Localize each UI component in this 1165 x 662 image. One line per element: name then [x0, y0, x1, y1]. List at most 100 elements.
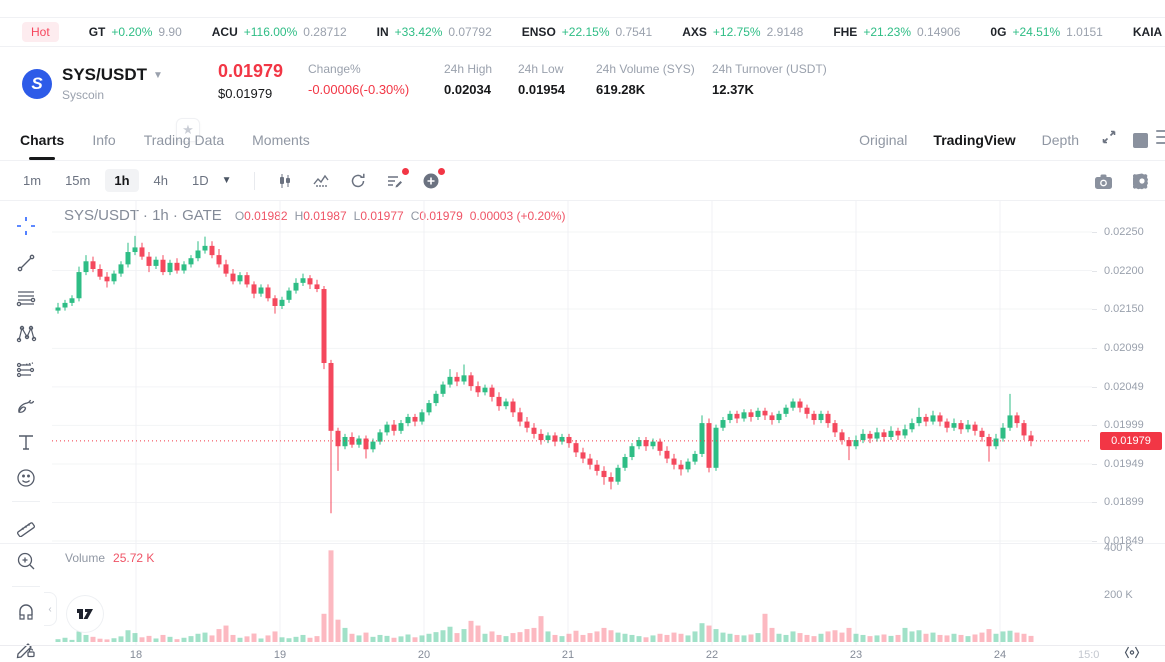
volume-axis-label: 200 K: [1104, 589, 1133, 601]
tabs-row: Charts Info Trading Data Moments Original Tr…: [0, 120, 1165, 161]
time-axis-partial-label: 15:0: [1078, 649, 1100, 661]
magnet-tool[interactable]: [14, 601, 38, 625]
chart-toolbar: 1m 15m 1h 4h 1D ▼: [0, 161, 1165, 201]
tab-info[interactable]: Info: [92, 132, 116, 148]
stat-change-: Change% -0.00006(-0.30%): [308, 62, 410, 97]
ticker-item[interactable]: ACU +116.00% 0.28712: [211, 25, 347, 39]
axis-tick: [1092, 386, 1097, 388]
coin-name: Syscoin: [62, 88, 105, 102]
price-axis-label: 0.02200: [1104, 264, 1144, 277]
xabcd-pattern-tool[interactable]: [14, 322, 38, 346]
stat-24h-turnover-usdt-: 24h Turnover (USDT) 12.37K: [712, 62, 827, 97]
chart-legend: SYS/USDT · 1h · GATE O0.01982 H0.01987 L…: [64, 207, 566, 224]
rail-divider: [12, 501, 40, 502]
legend-high: H0.01987: [294, 209, 347, 223]
text-tool[interactable]: [14, 430, 38, 454]
ruler-tool[interactable]: [14, 514, 38, 538]
axis-tick: [1092, 309, 1097, 311]
price-axis-label: 0.01999: [1104, 419, 1144, 432]
trend-line-tool[interactable]: [14, 251, 38, 275]
chart-mode-depth[interactable]: Depth: [1041, 132, 1079, 148]
volume-value: 25.72 K: [113, 551, 155, 565]
menu-icon[interactable]: [1156, 126, 1165, 148]
pair-label: SYS/USDT: [62, 65, 148, 84]
axis-tick: [1092, 425, 1097, 427]
drawing-tool-rail: ‹: [0, 201, 57, 662]
timeframe-1d[interactable]: 1D: [192, 173, 209, 188]
collapse-rail-handle[interactable]: ‹: [44, 592, 57, 626]
ticker-item[interactable]: 0G +24.51% 1.0151: [990, 25, 1103, 39]
add-indicator-icon[interactable]: [422, 167, 445, 190]
tab-charts[interactable]: Charts: [20, 120, 64, 160]
gear-icon[interactable]: [1133, 172, 1151, 190]
chart-mode-original[interactable]: Original: [859, 132, 908, 148]
legend-low: L0.01977: [353, 209, 404, 223]
fib-retracement-tool[interactable]: [14, 286, 38, 310]
last-price-badge: 0.01979: [1100, 431, 1162, 450]
camera-icon[interactable]: [1094, 173, 1113, 190]
price-axis-label: 0.02099: [1104, 342, 1144, 355]
timeframe-1m[interactable]: 1m: [23, 173, 42, 188]
axis-tick: [1092, 502, 1097, 504]
candlestick-chart[interactable]: [52, 200, 1092, 545]
last-price: 0.01979: [218, 61, 284, 81]
time-axis[interactable]: 18 19 20 21 22 23 24 15:0: [0, 645, 1165, 662]
emoji-tool[interactable]: [14, 466, 38, 490]
layout-square-icon[interactable]: [1133, 133, 1148, 148]
time-axis-label: 18: [129, 649, 143, 661]
ticker-item[interactable]: FHE +21.23% 0.14906: [833, 25, 961, 39]
chevron-down-icon: ▼: [153, 69, 163, 81]
price-axis-label: 0.02049: [1104, 380, 1144, 393]
fullscreen-icon[interactable]: [1101, 129, 1117, 145]
notification-dot: [437, 167, 445, 175]
zoom-in-tool[interactable]: [14, 549, 38, 573]
indicators-icon[interactable]: [312, 172, 331, 190]
time-axis-label: 21: [561, 649, 575, 661]
timeframe-1h[interactable]: 1h: [105, 169, 139, 192]
price-axis-label: 0.01899: [1104, 496, 1144, 509]
favorite-button[interactable]: ★: [176, 118, 200, 142]
volume-legend: Volume 25.72 K: [65, 551, 154, 565]
axis-tick: [1092, 232, 1097, 233]
price-axis[interactable]: 0.02250 0.02200 0.02150 0.02099 0.02049 0.019…: [1092, 200, 1165, 645]
hot-ticker-bar: Hot GT +0.20% 9.90 ACU +116.00% 0.28712 IN +33.…: [0, 17, 1165, 47]
timeframe-4h[interactable]: 4h: [153, 173, 168, 188]
tradingview-logo[interactable]: [67, 596, 103, 632]
chart-mode-tradingview[interactable]: TradingView: [933, 132, 1016, 148]
axis-tick: [1092, 270, 1097, 272]
price-axis-label: 0.01949: [1104, 457, 1144, 470]
drawings-list-icon[interactable]: [385, 167, 409, 190]
brush-tool[interactable]: [14, 394, 38, 418]
rail-divider: [12, 586, 40, 587]
ticker-item[interactable]: AXS +12.75% 2.9148: [682, 25, 804, 39]
refresh-icon[interactable]: [349, 172, 367, 190]
axis-tick: [1092, 348, 1097, 350]
ticker-item[interactable]: IN +33.42% 0.07792: [376, 25, 492, 39]
projection-tool[interactable]: [14, 358, 38, 382]
usd-price: $0.01979: [218, 86, 273, 101]
axis-tick: [1092, 541, 1097, 542]
timeframe-dropdown-icon[interactable]: ▼: [221, 175, 232, 186]
stat-24h-high: 24h High 0.02034: [444, 62, 493, 97]
axis-settings-icon[interactable]: [1124, 646, 1140, 662]
volume-chart[interactable]: [52, 545, 1092, 645]
pair-selector[interactable]: SYS/USDT ▼: [62, 65, 163, 85]
price-axis-label: 0.02250: [1104, 226, 1144, 238]
tab-trading-data[interactable]: Trading Data: [143, 132, 225, 148]
pane-divider[interactable]: [0, 543, 1165, 544]
candlestick-style-icon[interactable]: [276, 172, 294, 190]
toolbar-divider: [253, 171, 255, 190]
price-axis-label: 0.02150: [1104, 303, 1144, 316]
ticker-item[interactable]: KAIA+31.27%0.06859: [1132, 25, 1163, 39]
volume-label: Volume: [65, 551, 106, 565]
stat-24h-volume-sys-: 24h Volume (SYS) 619.28K: [596, 62, 695, 97]
tab-moments[interactable]: Moments: [252, 132, 310, 148]
syscoin-logo: S: [22, 69, 52, 99]
time-axis-label: 22: [705, 649, 719, 661]
ticker-item[interactable]: GT +0.20% 9.90: [88, 25, 182, 39]
crosshair-tool[interactable]: [14, 214, 38, 238]
timeframe-15m[interactable]: 15m: [65, 173, 91, 188]
legend-open: O0.01982: [234, 209, 288, 223]
ticker-item[interactable]: ENSO +22.15% 0.7541: [521, 25, 653, 39]
